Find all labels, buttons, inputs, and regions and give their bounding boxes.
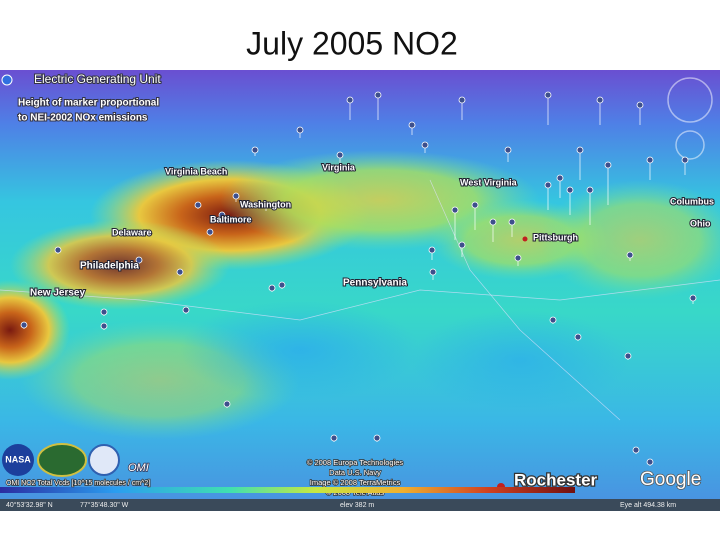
- plant-marker: [624, 352, 632, 360]
- color-bar-label: OMI NO2 Total Vcds [10^15 molecules / cm…: [6, 480, 150, 487]
- city-dot: [522, 236, 528, 242]
- plant-marker: [232, 192, 240, 200]
- plant-marker: [514, 254, 522, 262]
- plant-marker: [100, 308, 108, 316]
- plant-marker: [429, 268, 437, 276]
- plant-marker: [508, 218, 516, 226]
- status-text: Eye alt 494.38 km: [620, 502, 676, 509]
- plant-marker: [586, 186, 594, 194]
- place-label: Ohio: [690, 218, 711, 228]
- place-label: Virginia: [322, 162, 356, 172]
- plant-marker: [421, 141, 429, 149]
- plant-marker: [100, 322, 108, 330]
- place-label: West Virginia: [460, 177, 518, 187]
- place-label: Columbus: [670, 196, 714, 206]
- plant-marker: [330, 434, 338, 442]
- place-label: Virginia Beach: [165, 166, 227, 176]
- plant-marker: [549, 316, 557, 324]
- plant-marker: [135, 256, 143, 264]
- plant-marker: [346, 96, 354, 104]
- place-label: Rochester: [514, 470, 598, 489]
- plant-marker: [544, 181, 552, 189]
- plant-marker: [223, 400, 231, 408]
- place-label: Pittsburgh: [533, 232, 578, 242]
- plant-marker: [596, 96, 604, 104]
- plant-marker: [336, 151, 344, 159]
- plant-marker: [544, 91, 552, 99]
- status-text: 40°53'32.98" N: [6, 501, 53, 509]
- status-text: elev 382 m: [340, 502, 374, 509]
- plant-marker: [182, 306, 190, 314]
- place-label: Washington: [240, 199, 291, 209]
- place-label: Philadelphia: [80, 261, 139, 272]
- plant-marker: [268, 284, 276, 292]
- plant-marker: [374, 91, 382, 99]
- slide-title: July 2005 NO2: [246, 25, 458, 61]
- plant-marker: [458, 241, 466, 249]
- plant-marker: [574, 333, 582, 341]
- plant-marker: [646, 458, 654, 466]
- legend-note: to NEI-2002 NOx emissions: [18, 113, 148, 124]
- legend-note: Height of marker proportional: [18, 98, 159, 109]
- legend-title: Electric Generating Unit: [34, 72, 161, 86]
- plant-marker: [251, 146, 259, 154]
- place-label: Delaware: [112, 227, 152, 237]
- marker-layer: [20, 91, 697, 466]
- plant-marker: [176, 268, 184, 276]
- plant-marker: [278, 281, 286, 289]
- plant-marker: [20, 321, 28, 329]
- map-view: [0, 70, 720, 510]
- plant-marker: [504, 146, 512, 154]
- place-label: Baltimore: [210, 214, 252, 224]
- plant-marker: [489, 218, 497, 226]
- logo-text: NASA: [5, 454, 31, 464]
- plant-marker: [556, 174, 564, 182]
- plant-marker: [428, 246, 436, 254]
- color-bar: OMI NO2 Total Vcds [10^15 molecules / cm…: [0, 479, 575, 493]
- plant-marker: [206, 228, 214, 236]
- status-text: 77°35'48.30" W: [80, 501, 129, 509]
- attribution-line: © 2008 Europa Technologies: [307, 458, 404, 467]
- plant-marker: [632, 446, 640, 454]
- logos: NASA OMI Google: [2, 443, 702, 491]
- plant-marker: [636, 101, 644, 109]
- plant-marker: [54, 246, 62, 254]
- plant-marker: [626, 251, 634, 259]
- plant-marker: [194, 201, 202, 209]
- logo-text: OMI: [128, 462, 149, 474]
- plant-marker: [566, 186, 574, 194]
- plant-marker: [408, 121, 416, 129]
- place-label: New Jersey: [30, 288, 85, 299]
- plant-marker: [604, 161, 612, 169]
- place-labels: Virginia Beach Virginia West Virginia Wa…: [29, 161, 715, 491]
- legend: Electric Generating Unit Height of marke…: [1, 71, 162, 125]
- plant-marker: [373, 434, 381, 442]
- plant-marker: [451, 206, 459, 214]
- status-bar: 40°53'32.98" N 77°35'48.30" W elev 382 m…: [0, 499, 720, 511]
- plant-marker: [296, 126, 304, 134]
- plant-marker: [218, 211, 226, 219]
- plant-marker: [458, 96, 466, 104]
- attribution-line: Image © 2008 TerraMetrics: [310, 478, 401, 487]
- attribution-line: Data U.S. Navy: [329, 468, 381, 477]
- place-label: Pennsylvania: [343, 278, 407, 289]
- plant-marker: [471, 201, 479, 209]
- plant-marker: [681, 156, 689, 164]
- plant-marker: [689, 294, 697, 302]
- plant-marker: [262, 201, 270, 209]
- plant-marker: [576, 146, 584, 154]
- plant-marker: [646, 156, 654, 164]
- logo-text: Google: [640, 469, 701, 490]
